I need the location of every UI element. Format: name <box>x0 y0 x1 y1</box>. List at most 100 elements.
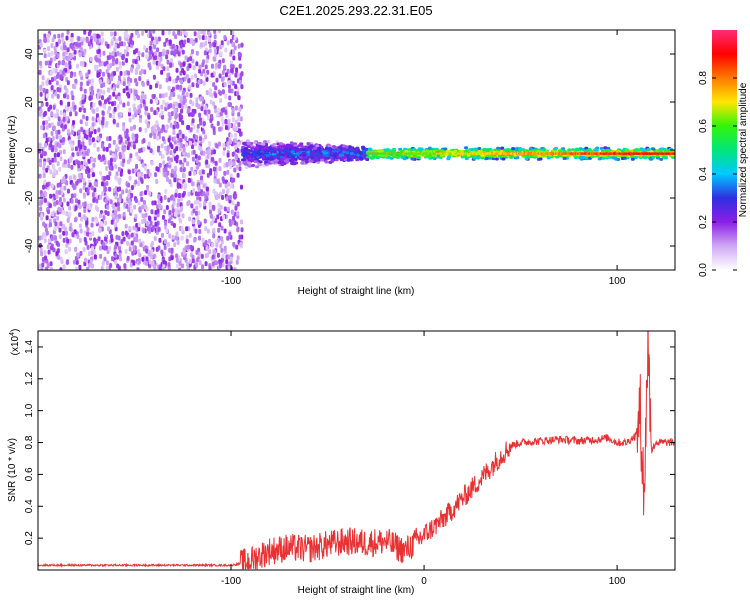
heatmap-cell <box>182 99 186 105</box>
heatmap-cell <box>70 193 74 199</box>
heatmap-cell <box>143 218 147 224</box>
heatmap-cell <box>152 74 156 80</box>
heatmap-cell <box>197 185 201 191</box>
heatmap-cell <box>137 108 141 114</box>
heatmap-cell <box>223 162 227 168</box>
heatmap-cell <box>148 65 152 71</box>
heatmap-cell <box>194 191 198 197</box>
heatmap-cell <box>40 102 44 108</box>
heatmap-cell <box>228 231 232 237</box>
x-tick-label: -100 <box>221 276 241 287</box>
heatmap-cell <box>158 162 162 168</box>
heatmap-cell <box>488 156 493 160</box>
heatmap-cell <box>282 144 287 148</box>
colorbar-ticks: 0.00.20.40.60.8 <box>698 71 737 277</box>
heatmap-cell <box>175 67 179 73</box>
heatmap-cell <box>118 197 122 203</box>
heatmap-cell <box>199 175 203 181</box>
heatmap-cell <box>102 104 106 110</box>
heatmap-cell <box>142 99 146 105</box>
heatmap-cell <box>59 100 63 106</box>
heatmap-cell <box>148 45 152 51</box>
heatmap-cell <box>123 70 127 76</box>
heatmap-cell <box>179 137 183 143</box>
heatmap-cell <box>200 30 204 35</box>
heatmap-cell <box>141 204 145 210</box>
heatmap-cell <box>114 51 118 57</box>
spectrogram-y-label: Frequency (Hz) <box>7 116 18 185</box>
heatmap-cell <box>168 247 172 253</box>
heatmap-cell <box>135 237 139 243</box>
heatmap-cell <box>144 260 148 266</box>
heatmap-cell <box>122 88 126 94</box>
heatmap-cell <box>181 192 185 198</box>
heatmap-cell <box>131 168 135 174</box>
heatmap-cell <box>142 138 146 144</box>
heatmap-cell <box>123 49 127 55</box>
heatmap-cell <box>174 101 178 107</box>
heatmap-cell <box>106 43 110 49</box>
heatmap-cell <box>107 175 111 181</box>
heatmap-cell <box>160 249 164 255</box>
heatmap-cell <box>86 231 90 237</box>
heatmap-cell <box>463 155 468 159</box>
heatmap-cell <box>82 165 86 171</box>
heatmap-cell <box>39 91 43 97</box>
heatmap-cell <box>55 200 59 206</box>
heatmap-cell <box>220 40 224 46</box>
heatmap-cell <box>43 38 47 44</box>
heatmap-cell <box>64 67 68 73</box>
heatmap-cell <box>66 238 70 244</box>
heatmap-cell <box>73 105 77 111</box>
heatmap-cell <box>290 161 295 165</box>
heatmap-cell <box>211 242 215 248</box>
heatmap-cell <box>153 215 157 221</box>
heatmap-cell <box>99 253 103 259</box>
heatmap-cell <box>595 154 600 158</box>
heatmap-cell <box>90 222 94 228</box>
heatmap-cell <box>200 253 204 259</box>
heatmap-cell <box>224 109 228 115</box>
heatmap-cell <box>91 172 95 178</box>
heatmap-cell <box>143 94 147 100</box>
heatmap-cell <box>66 188 70 194</box>
heatmap-cell <box>55 251 59 257</box>
heatmap-cell <box>62 230 66 236</box>
heatmap-cell <box>209 220 213 226</box>
heatmap-cell <box>115 218 119 224</box>
heatmap-cell <box>204 134 208 140</box>
heatmap-cell <box>160 232 164 238</box>
heatmap-cell <box>176 75 180 81</box>
heatmap-cell <box>106 64 110 70</box>
heatmap-cell <box>77 42 81 48</box>
heatmap-cell <box>211 204 215 210</box>
heatmap-cell <box>43 197 47 203</box>
heatmap-cell <box>68 246 72 252</box>
heatmap-cell <box>236 72 240 78</box>
heatmap-cell <box>198 64 202 70</box>
heatmap-cell <box>59 267 63 270</box>
heatmap-cell <box>168 179 172 185</box>
heatmap-cell <box>240 84 244 90</box>
heatmap-cell <box>83 48 87 54</box>
heatmap-cell <box>95 113 99 119</box>
heatmap-cell <box>230 63 234 69</box>
heatmap-cell <box>217 30 221 34</box>
heatmap-cell <box>59 75 63 81</box>
heatmap-cell <box>93 249 97 255</box>
heatmap-cell <box>117 166 121 172</box>
heatmap-cell <box>62 264 66 270</box>
heatmap-cell <box>202 183 206 189</box>
heatmap-cell <box>222 151 226 157</box>
heatmap-cell <box>453 149 458 153</box>
heatmap-cell <box>149 40 153 46</box>
heatmap-cell <box>112 139 116 145</box>
heatmap-cell <box>98 227 102 233</box>
heatmap-cell <box>242 141 247 145</box>
heatmap-cell <box>50 130 54 136</box>
heatmap-cell <box>482 147 487 151</box>
heatmap-cell <box>160 143 164 149</box>
heatmap-cell <box>149 49 153 55</box>
heatmap-cell <box>72 120 76 126</box>
